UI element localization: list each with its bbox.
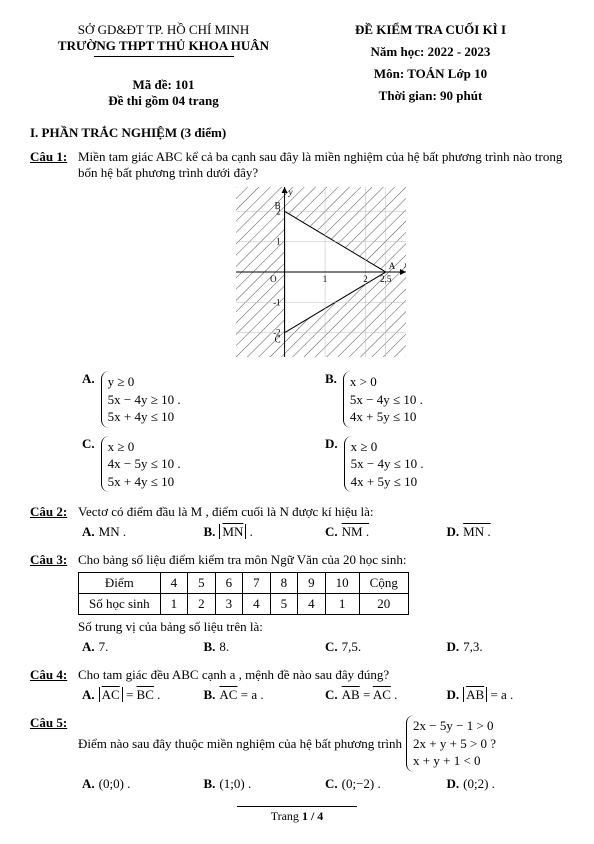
q3-text: Cho bảng số liệu điểm kiểm tra môn Ngữ V… (78, 552, 564, 568)
q2-label: Câu 2: (30, 504, 78, 544)
svg-text:1: 1 (323, 274, 328, 284)
q1-choices: A. y ≥ 0 5x − 4y ≥ 10 . 5x + 4y ≤ 10 B. … (78, 367, 564, 496)
section-title: I. PHẦN TRẮC NGHIỆM (3 điểm) (30, 125, 564, 141)
q4-choice-A: A.AC = BC . (78, 685, 200, 705)
q5-choice-C: C.(0;−2) . (321, 774, 443, 794)
duration: Thời gian: 90 phút (299, 88, 562, 104)
q1-chart: 122,5-2-112OxyABC (78, 187, 564, 361)
q5-choice-D: D.(0;2) . (443, 774, 565, 794)
svg-text:O: O (270, 274, 277, 284)
q5-choice-A: A.(0;0) . (78, 774, 200, 794)
svg-text:-1: -1 (273, 297, 281, 307)
subject: Môn: TOÁN Lớp 10 (299, 66, 562, 82)
q3-choice-D: D.7,3. (443, 637, 565, 657)
q3-choice-A: A.7. (78, 637, 200, 657)
q4-label: Câu 4: (30, 667, 78, 707)
q3-table: Điểm45678910CộngSố học sinh123454120 (78, 572, 409, 615)
q2-choices: A.MN . B.MN . C.NM . D.MN . (78, 522, 564, 542)
q4-text: Cho tam giác đều ABC cạnh a , mệnh đề nà… (78, 667, 564, 683)
q1-text: Miền tam giác ABC kể cả ba cạnh sau đây … (78, 149, 564, 181)
q4-choice-B: B.AC = a . (200, 685, 322, 705)
svg-text:2: 2 (363, 274, 368, 284)
svg-text:x: x (403, 260, 406, 270)
q2-choice-D: D.MN . (443, 522, 565, 542)
svg-text:C: C (275, 335, 281, 345)
q4-choice-C: C.AB = AC . (321, 685, 443, 705)
q1-label: Câu 1: (30, 149, 78, 496)
q3-choices: A.7. B.8. C.7,5. D.7,3. (78, 637, 564, 657)
q5-choice-B: B.(1;0) . (200, 774, 322, 794)
svg-text:y: y (288, 187, 293, 197)
svg-text:A: A (389, 261, 396, 271)
question-4: Câu 4: Cho tam giác đều ABC cạnh a , mện… (30, 667, 564, 707)
svg-text:B: B (275, 200, 281, 210)
q2-choice-B: B.MN . (200, 522, 322, 542)
q1-choice-A: A. y ≥ 0 5x − 4y ≥ 10 . 5x + 4y ≤ 10 (78, 367, 321, 432)
q5-choices: A.(0;0) . B.(1;0) . C.(0;−2) . D.(0;2) . (78, 774, 564, 794)
svg-text:2,5: 2,5 (380, 274, 392, 284)
exam-header: SỞ GD&ĐT TP. HỒ CHÍ MINH TRƯỜNG THPT THỦ… (30, 20, 564, 111)
q3-choice-C: C.7,5. (321, 637, 443, 657)
svg-text:1: 1 (276, 237, 281, 247)
question-3: Câu 3: Cho bảng số liệu điểm kiểm tra mô… (30, 552, 564, 659)
page-count: Đề thi gồm 04 trang (32, 93, 295, 109)
q3-after: Số trung vị của bảng số liệu trên là: (78, 619, 564, 635)
q3-label: Câu 3: (30, 552, 78, 659)
q2-text: Vectơ có điểm đầu là M , điểm cuối là N … (78, 504, 564, 520)
q1-choice-C: C. x ≥ 0 4x − 5y ≤ 10 . 5x + 4y ≤ 10 (78, 432, 321, 497)
q3-choice-B: B.8. (200, 637, 322, 657)
page-footer: Trang 1 / 4 (30, 806, 564, 824)
exam-title: ĐỀ KIỂM TRA CUỐI KÌ I (299, 22, 562, 38)
question-1: Câu 1: Miền tam giác ABC kể cả ba cạnh s… (30, 149, 564, 496)
q4-choice-D: D.AB = a . (443, 685, 565, 705)
exam-code: Mã đề: 101 (32, 77, 295, 93)
school-year: Năm học: 2022 - 2023 (299, 44, 562, 60)
q4-choices: A.AC = BC . B.AC = a . C.AB = AC . D.AB … (78, 685, 564, 705)
q2-choice-C: C.NM . (321, 522, 443, 542)
q5-label: Câu 5: (30, 715, 78, 796)
school-name: TRƯỜNG THPT THỦ KHOA HUÂN (32, 38, 295, 54)
q2-choice-A: A.MN . (78, 522, 200, 542)
header-rule-left (94, 56, 234, 57)
question-5: Câu 5: Điểm nào sau đây thuộc miền nghiệ… (30, 715, 564, 796)
q1-choice-B: B. x > 0 5x − 4y ≤ 10 . 4x + 5y ≤ 10 (321, 367, 564, 432)
department-line: SỞ GD&ĐT TP. HỒ CHÍ MINH (32, 22, 295, 38)
question-2: Câu 2: Vectơ có điểm đầu là M , điểm cuố… (30, 504, 564, 544)
q5-text: Điểm nào sau đây thuộc miền nghiệm của h… (78, 715, 564, 772)
q1-choice-D: D. x ≥ 0 5x − 4y ≤ 10 . 4x + 5y ≤ 10 (321, 432, 564, 497)
